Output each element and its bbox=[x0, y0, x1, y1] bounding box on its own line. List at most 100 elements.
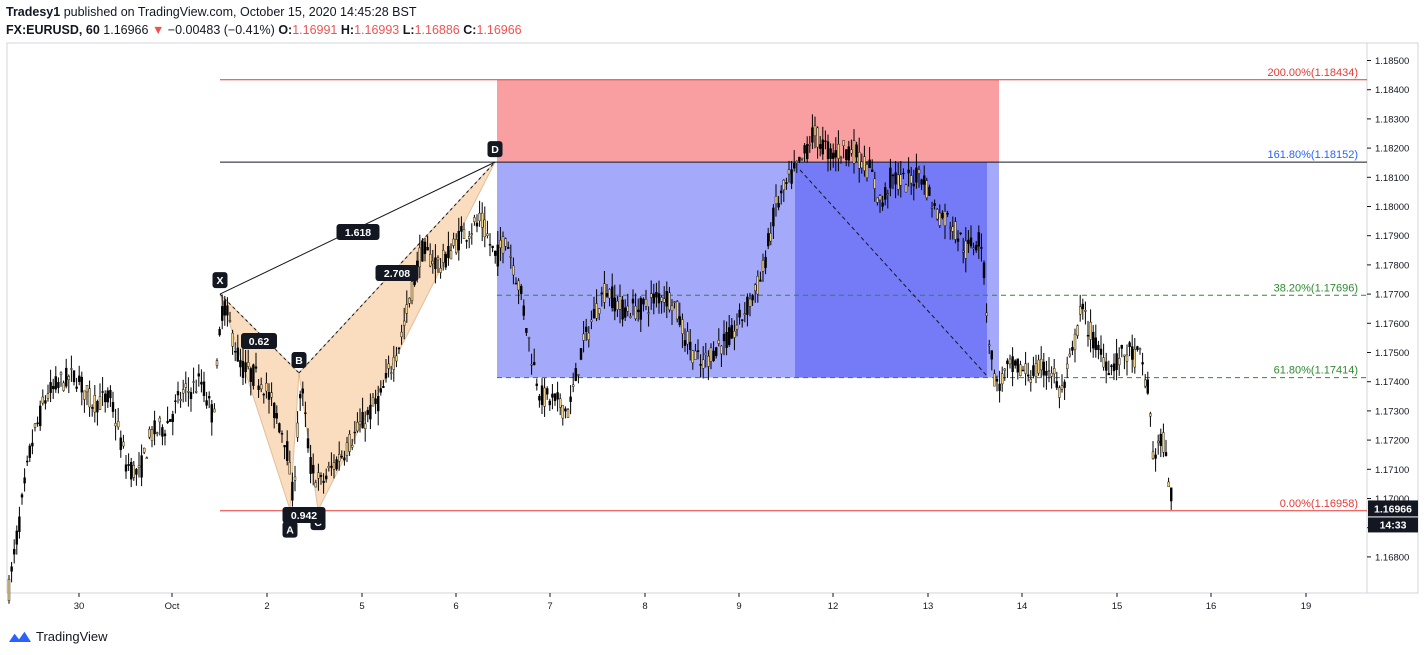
candle-body bbox=[673, 301, 676, 303]
candle-body bbox=[842, 140, 845, 146]
price-tick-label: 1.17400 bbox=[1375, 377, 1409, 388]
candle-body bbox=[574, 368, 577, 381]
candle-body bbox=[499, 240, 502, 248]
candle-body bbox=[80, 376, 84, 393]
point-x-tag-bg bbox=[212, 272, 228, 289]
candle-body bbox=[207, 396, 211, 399]
candle-body bbox=[280, 433, 284, 435]
candle-body bbox=[228, 320, 232, 322]
time-tick-label: Oct bbox=[165, 601, 180, 612]
price-tick-label: 1.17100 bbox=[1375, 465, 1409, 476]
candle-body bbox=[213, 408, 216, 413]
candle-body bbox=[1094, 337, 1098, 351]
candle-body bbox=[969, 237, 973, 247]
candle-body bbox=[629, 316, 632, 318]
candle-body bbox=[637, 309, 640, 313]
candle-body bbox=[639, 297, 642, 320]
candle-body bbox=[1006, 360, 1009, 365]
time-tick-label: 13 bbox=[923, 601, 934, 612]
candle-body bbox=[88, 388, 91, 408]
candle-body bbox=[1026, 374, 1030, 377]
candle-body bbox=[590, 319, 593, 322]
candle-body bbox=[135, 468, 138, 475]
candle-body bbox=[119, 437, 123, 450]
candle-body bbox=[408, 297, 411, 304]
candle-body bbox=[452, 238, 455, 246]
candle-body bbox=[462, 229, 466, 239]
candle-body bbox=[20, 494, 24, 498]
candle-body bbox=[1039, 358, 1043, 371]
time-tick-label: 15 bbox=[1112, 601, 1123, 612]
candle-body bbox=[572, 384, 575, 387]
candle-body bbox=[431, 260, 434, 265]
publisher-name[interactable]: Tradesy1 bbox=[6, 5, 61, 19]
candle-body bbox=[626, 305, 629, 312]
candle-body bbox=[777, 203, 780, 208]
candle-body bbox=[319, 475, 323, 477]
pattern-xab-triangle[interactable] bbox=[219, 293, 300, 510]
candle-body bbox=[28, 445, 31, 458]
candle-body bbox=[603, 283, 606, 303]
candle-body bbox=[904, 184, 908, 193]
candle-body bbox=[618, 296, 622, 310]
candle-body bbox=[774, 196, 778, 204]
candle-body bbox=[725, 332, 728, 348]
candle-body bbox=[270, 392, 273, 398]
candle-body bbox=[140, 455, 143, 478]
candle-body bbox=[616, 300, 619, 310]
pattern-bcd-triangle[interactable] bbox=[298, 161, 496, 512]
candle-body bbox=[301, 388, 304, 394]
candle-body bbox=[624, 307, 627, 318]
price-tick-label: 1.18000 bbox=[1375, 202, 1409, 213]
low-label: L: bbox=[402, 23, 415, 37]
candle-body bbox=[364, 423, 367, 429]
open-label: O: bbox=[278, 23, 293, 37]
candle-body bbox=[894, 172, 897, 185]
candle-body bbox=[1003, 368, 1006, 371]
candle-body bbox=[1143, 379, 1147, 387]
price-axis[interactable]: 1.18500 1.18400 1.18300 1.18200 1.18100 1.180… bbox=[1367, 56, 1409, 563]
candle-body bbox=[455, 239, 458, 254]
candle-body bbox=[553, 393, 557, 402]
candle-body bbox=[533, 362, 536, 365]
candle-body bbox=[309, 457, 312, 474]
price-tick-label: 1.18300 bbox=[1375, 114, 1409, 125]
symbol-label[interactable]: FX:EURUSD, 60 bbox=[6, 23, 100, 37]
candle-body bbox=[291, 481, 294, 501]
candle-body bbox=[592, 309, 596, 319]
candle-body bbox=[834, 150, 837, 158]
candle-body bbox=[39, 405, 42, 427]
candle-body bbox=[98, 396, 102, 410]
stop-loss-zone[interactable] bbox=[497, 79, 999, 163]
candle-body bbox=[1011, 356, 1014, 373]
fib-level-label: 61.80%(1.17414) bbox=[1274, 365, 1358, 377]
projection-line[interactable] bbox=[799, 169, 988, 377]
candle-body bbox=[699, 363, 702, 366]
candle-body bbox=[155, 432, 159, 434]
candle-body bbox=[826, 141, 830, 160]
last-price-tags: 1.16966 14:33 bbox=[1368, 500, 1418, 533]
candle-body bbox=[686, 331, 689, 345]
candle-body bbox=[535, 383, 538, 386]
time-axis[interactable]: 30 Oct 2 5 6 7 8 9 12 13 14 15 16 19 bbox=[74, 593, 1312, 612]
candle-body bbox=[343, 457, 346, 461]
candle-body bbox=[52, 385, 55, 390]
candle-body bbox=[64, 367, 68, 387]
candle-body bbox=[179, 399, 182, 401]
candle-body bbox=[785, 182, 788, 184]
candle-body bbox=[816, 127, 819, 148]
candle-body bbox=[421, 240, 424, 262]
time-tick-label: 16 bbox=[1206, 601, 1217, 612]
candle-body bbox=[353, 431, 356, 434]
point-x-tag: X bbox=[216, 275, 223, 287]
candle-body bbox=[288, 462, 291, 475]
candle-body bbox=[990, 350, 993, 360]
candle-body bbox=[1055, 381, 1059, 388]
candle-body bbox=[1138, 348, 1142, 351]
candle-body bbox=[231, 332, 234, 347]
tradingview-logo[interactable]: TradingView bbox=[8, 628, 108, 644]
fib-level-label: 200.00%(1.18434) bbox=[1267, 67, 1358, 79]
candle-body bbox=[137, 465, 141, 468]
candle-body bbox=[1136, 346, 1139, 350]
